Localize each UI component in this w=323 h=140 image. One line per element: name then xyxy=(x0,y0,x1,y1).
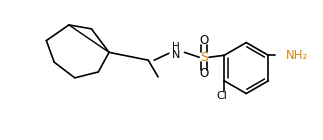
Text: O: O xyxy=(200,67,209,80)
Text: Cl: Cl xyxy=(217,91,228,102)
Text: O: O xyxy=(200,34,209,47)
Text: N: N xyxy=(172,50,180,60)
Text: H: H xyxy=(172,42,180,52)
Text: NH₂: NH₂ xyxy=(286,49,308,62)
Text: S: S xyxy=(200,51,208,64)
